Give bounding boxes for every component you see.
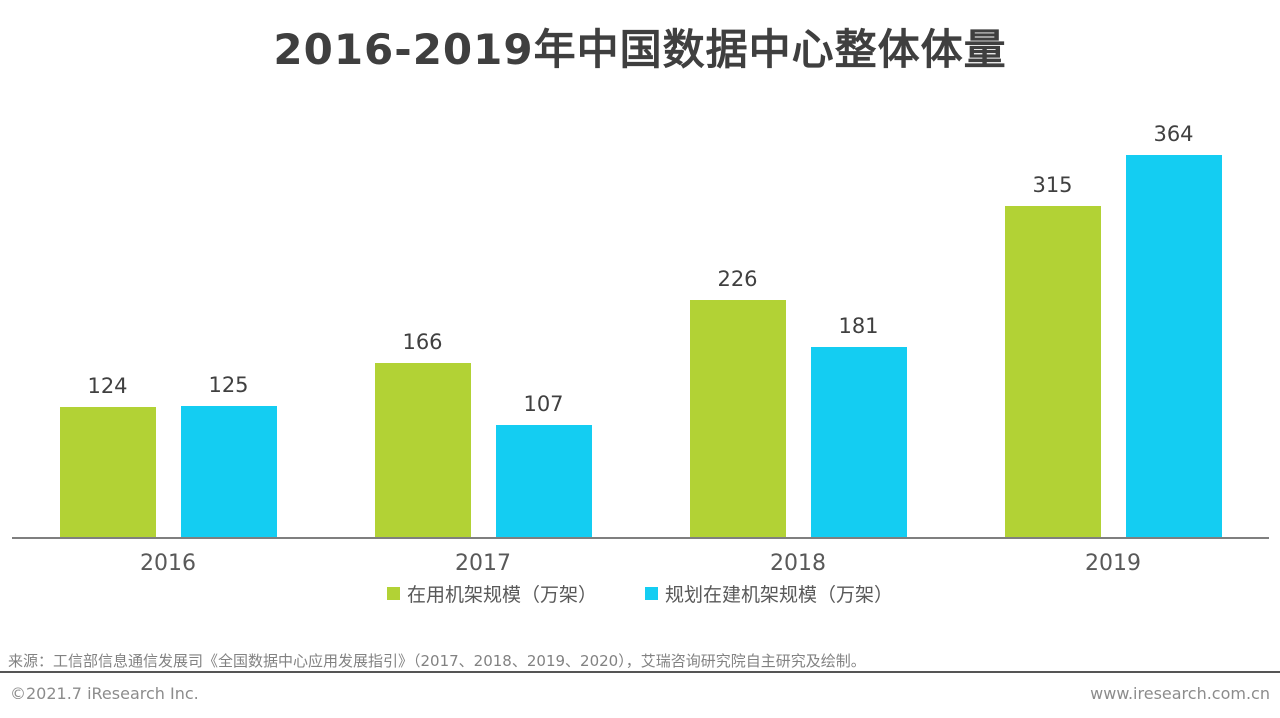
bar-2019-series-0 — [1004, 206, 1101, 537]
bar-2019-series-1 — [1125, 155, 1222, 537]
bar-2016-series-1 — [180, 406, 277, 537]
website-link[interactable]: www.iresearch.com.cn — [1090, 684, 1270, 703]
footer-divider — [0, 671, 1280, 673]
x-tick-label-2019: 2019 — [1085, 551, 1141, 576]
value-label-2016-series-0: 124 — [87, 374, 128, 398]
page-footer: ©2021.7 iResearch Inc. www.iresearch.com… — [10, 684, 1270, 703]
legend-item-0: 在用机架规模（万架） — [386, 580, 597, 607]
x-tick-label-2017: 2017 — [455, 551, 511, 576]
bar-2017-series-0 — [374, 363, 471, 537]
x-tick-label-2018: 2018 — [770, 551, 826, 576]
legend-swatch-icon — [645, 587, 658, 600]
value-label-2019-series-1: 364 — [1153, 122, 1194, 146]
legend-label: 在用机架规模（万架） — [406, 584, 597, 606]
bar-2016-series-0 — [59, 407, 156, 537]
value-label-2017-series-0: 166 — [402, 330, 443, 354]
legend-label: 规划在建机架规模（万架） — [665, 584, 894, 606]
x-axis-line — [12, 537, 1269, 539]
value-label-2017-series-1: 107 — [523, 392, 564, 416]
value-label-2016-series-1: 125 — [208, 373, 249, 397]
value-label-2018-series-1: 181 — [838, 314, 879, 338]
bar-2017-series-1 — [495, 425, 592, 537]
chart-legend: 在用机架规模（万架） 规划在建机架规模（万架） — [0, 580, 1280, 607]
value-label-2018-series-0: 226 — [717, 267, 758, 291]
legend-swatch-icon — [386, 587, 400, 600]
chart-title: 2016-2019年中国数据中心整体体量 — [273, 25, 1007, 74]
value-label-2019-series-0: 315 — [1032, 173, 1073, 197]
copyright-text: ©2021.7 iResearch Inc. — [10, 684, 199, 703]
source-note: 来源：工信部信息通信发展司《全国数据中心应用发展指引》（2017、2018、20… — [8, 652, 866, 670]
legend-item-1: 规划在建机架规模（万架） — [645, 580, 893, 607]
x-tick-label-2016: 2016 — [140, 551, 196, 576]
bar-2018-series-1 — [810, 347, 907, 537]
bar-2018-series-0 — [689, 300, 786, 537]
